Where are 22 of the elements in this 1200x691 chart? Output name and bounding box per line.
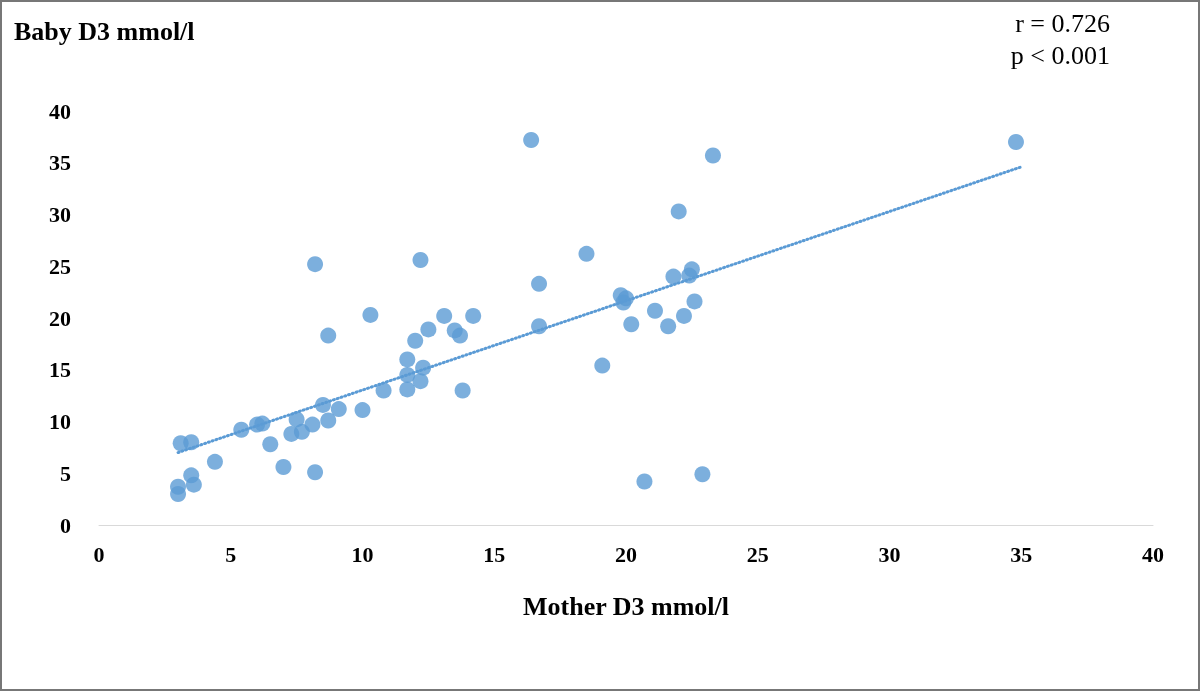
y-tick-label: 5	[60, 460, 71, 486]
y-tick-label: 40	[49, 98, 71, 124]
y-tick-label: 10	[49, 409, 71, 434]
x-tick-label: 25	[746, 541, 769, 567]
x-tick-label: 35	[1010, 541, 1033, 567]
x-axis-title: Mother D3 mmol/l	[522, 591, 730, 621]
y-tick-label: 30	[49, 202, 71, 227]
x-tick-label: 30	[878, 541, 901, 567]
y-tick-label: 20	[49, 305, 71, 331]
x-tick-label: 0	[93, 541, 105, 567]
text: r = 0.726	[1015, 8, 1111, 38]
y-tick-label: 25	[49, 253, 71, 279]
y-tick-label: 35	[49, 150, 71, 176]
y-axis-title: Baby D3 mmol/l	[14, 16, 195, 46]
y-tick-label: 15	[49, 357, 71, 383]
x-tick-label: 5	[225, 541, 237, 567]
x-tick-label: 10	[351, 541, 374, 567]
x-tick-label: 40	[1142, 541, 1164, 567]
x-tick-label: 20	[615, 541, 637, 567]
x-tick-label: 15	[483, 541, 506, 567]
text: p < 0.001	[1010, 40, 1111, 70]
y-tick-label: 0	[60, 512, 71, 538]
